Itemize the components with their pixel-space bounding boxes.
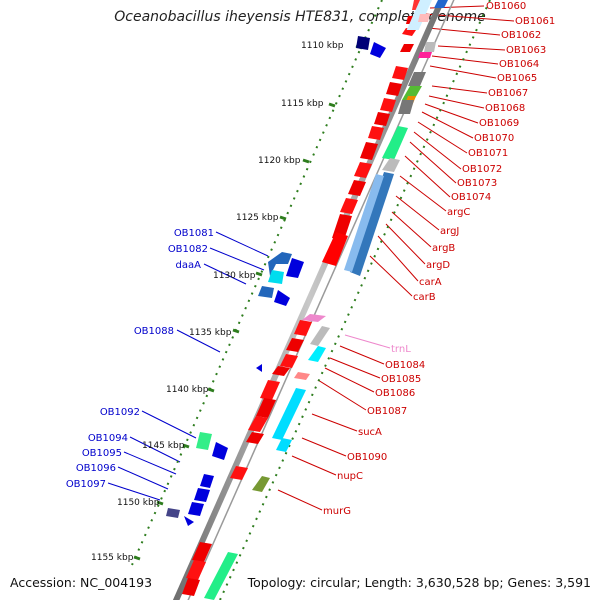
tick-label: 1110 kbp — [301, 41, 344, 51]
gene-label[interactable]: murG — [323, 506, 351, 517]
left-gene-labels: OB1081 OB1082 daaA OB1088 OB1092 OB1094 … — [66, 228, 214, 490]
gene-label[interactable]: OB1082 — [168, 244, 208, 255]
tick-label: 1140 kbp — [166, 385, 209, 395]
gene-label[interactable]: OB1067 — [488, 88, 528, 99]
gene-label[interactable]: OB1074 — [451, 192, 491, 203]
gene-label[interactable]: nupC — [337, 471, 363, 482]
gene-label[interactable]: OB1062 — [501, 30, 541, 41]
tick-label: 1135 kbp — [189, 328, 232, 338]
tick-label: 1155 kbp — [91, 553, 134, 563]
gene-label[interactable]: carA — [419, 277, 442, 288]
tick-label: 1115 kbp — [281, 99, 324, 109]
gene-label[interactable]: OB1064 — [499, 59, 539, 70]
tick-labels: 1110 kbp 1115 kbp 1120 kbp 1125 kbp 1130… — [91, 41, 344, 563]
tick-label: 1125 kbp — [236, 213, 279, 223]
tick-label: 1145 kbp — [142, 441, 185, 451]
gene-label[interactable]: OB1072 — [462, 164, 502, 175]
gene-label[interactable]: trnL — [391, 344, 411, 355]
gene-label[interactable]: carB — [413, 292, 436, 303]
gene-label[interactable]: argD — [426, 260, 450, 271]
tick-label: 1130 kbp — [213, 271, 256, 281]
gene-label[interactable]: argC — [447, 207, 470, 218]
accession-text: Accession: NC_004193 — [10, 575, 153, 590]
gene-label[interactable]: OB1088 — [134, 326, 174, 337]
gene-label[interactable]: argJ — [440, 226, 459, 237]
tick-label: 1120 kbp — [258, 156, 301, 166]
gene-label[interactable]: daaA — [176, 260, 202, 271]
gene-label[interactable]: OB1095 — [82, 448, 122, 459]
gene-label[interactable]: OB1092 — [100, 407, 140, 418]
gene-label[interactable]: OB1061 — [515, 16, 555, 27]
gene-label[interactable]: OB1085 — [381, 374, 421, 385]
gene-label[interactable]: OB1087 — [367, 406, 407, 417]
guide-tracks — [131, 0, 491, 600]
gene-label[interactable]: OB1086 — [375, 388, 415, 399]
gene-label[interactable]: OB1094 — [88, 433, 128, 444]
genes-reverse-strand[interactable] — [166, 36, 386, 526]
gene-label[interactable]: OB1071 — [468, 148, 508, 159]
gene-label[interactable]: argB — [432, 243, 455, 254]
gene-label[interactable]: OB1065 — [497, 73, 537, 84]
gene-label[interactable]: OB1084 — [385, 360, 425, 371]
right-gene-labels: OB1060 OB1061 OB1062 OB1063 OB1064 OB106… — [323, 1, 555, 517]
genes-forward-coloured[interactable] — [204, 0, 448, 600]
label-lines — [107, 5, 515, 511]
gene-label[interactable]: OB1073 — [457, 178, 497, 189]
map-title: Oceanobacillus iheyensis HTE831, complet… — [114, 9, 486, 25]
gene-label[interactable]: OB1070 — [474, 133, 514, 144]
gene-label[interactable]: OB1096 — [76, 463, 116, 474]
gene-label[interactable]: OB1060 — [486, 1, 526, 12]
tick-marks — [133, 44, 363, 561]
gene-label[interactable]: OB1063 — [506, 45, 546, 56]
gene-label[interactable]: OB1068 — [485, 103, 525, 114]
gene-label[interactable]: OB1069 — [479, 118, 519, 129]
gene-label[interactable]: OB1081 — [174, 228, 214, 239]
gene-label[interactable]: OB1097 — [66, 479, 106, 490]
topology-text: Topology: circular; Length: 3,630,528 bp… — [247, 575, 591, 590]
gene-label[interactable]: OB1090 — [347, 452, 387, 463]
gene-label[interactable]: sucA — [358, 427, 382, 438]
tick-label: 1150 kbp — [117, 498, 160, 508]
